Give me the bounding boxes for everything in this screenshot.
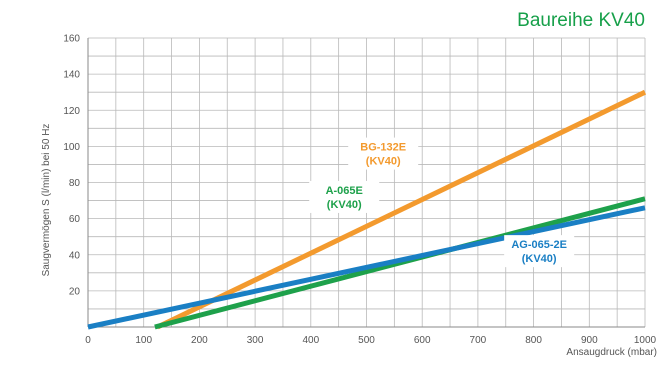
x-tick-label: 500 xyxy=(358,335,375,346)
x-tick-label: 600 xyxy=(414,335,431,346)
series-label-background xyxy=(348,137,419,170)
series-label: AG-065-2E xyxy=(511,239,567,251)
x-tick-label: 100 xyxy=(135,335,152,346)
series-label: (KV40) xyxy=(366,156,401,168)
series-label: A-065E xyxy=(326,185,363,197)
series-label: (KV40) xyxy=(327,199,362,211)
series-line xyxy=(87,205,646,330)
series-label-background xyxy=(309,180,380,213)
x-tick-label: 300 xyxy=(247,335,264,346)
x-tick-label: 400 xyxy=(302,335,319,346)
series-line xyxy=(156,89,647,330)
x-axis-title: Ansaugdruck (mbar) xyxy=(566,347,657,358)
series-label: BG-132E xyxy=(360,142,406,154)
x-tick-label: 200 xyxy=(191,335,208,346)
y-tick-label: 120 xyxy=(63,106,80,117)
tick-labels: 0 100 200 300 400 500 600 700 800 900 1000 20 40 60 80… xyxy=(63,34,656,347)
series-labels: BG-132E (KV40) A-065E (KV40) AG-065-2E (KV40) xyxy=(309,137,575,268)
y-tick-label: 40 xyxy=(69,250,81,261)
x-tick-label: 800 xyxy=(525,335,542,346)
y-tick-label: 160 xyxy=(63,34,80,45)
series-label-background xyxy=(504,235,575,268)
y-tick-label: 80 xyxy=(69,178,81,189)
series-line xyxy=(154,196,646,330)
y-tick-label: 60 xyxy=(69,214,81,225)
series-label: (KV40) xyxy=(522,253,557,265)
chart-title: Baureihe KV40 xyxy=(517,10,645,31)
y-axis-title: Saugvermögen S (l/min) bei 50 Hz xyxy=(41,124,52,277)
y-tick-label: 20 xyxy=(69,286,81,297)
x-tick-label: 700 xyxy=(470,335,487,346)
series-lines xyxy=(87,89,647,330)
x-tick-label: 0 xyxy=(85,335,91,346)
y-tick-label: 100 xyxy=(63,142,80,153)
axes xyxy=(87,38,645,328)
y-tick-label: 140 xyxy=(63,70,80,81)
x-tick-label: 1000 xyxy=(634,335,657,346)
x-tick-label: 900 xyxy=(581,335,598,346)
